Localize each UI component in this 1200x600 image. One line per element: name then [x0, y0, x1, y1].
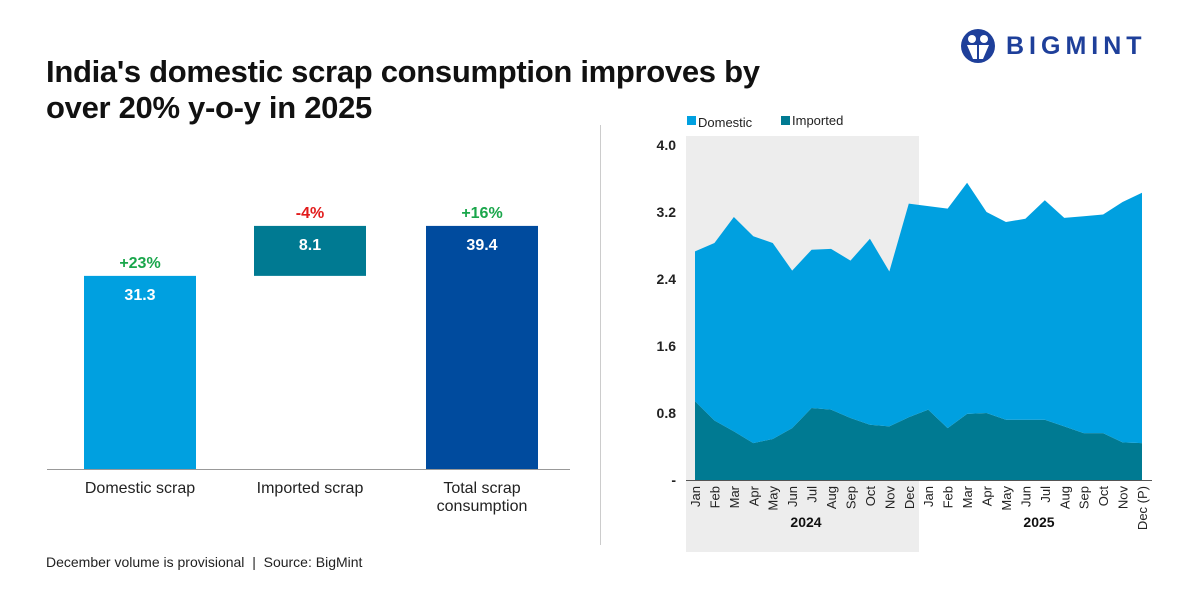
- category-label: Domestic scrap: [85, 480, 195, 497]
- category-label: Imported scrap: [257, 480, 364, 497]
- x-tick-label: Aug: [824, 486, 839, 509]
- x-tick-label: Jan: [921, 486, 936, 507]
- y-tick-label: 0.8: [657, 405, 677, 421]
- x-tick-label: Sep: [1077, 486, 1092, 509]
- x-tick-label: May: [766, 486, 781, 511]
- area-imported: [695, 401, 1142, 480]
- y-tick-label: 2.4: [657, 271, 677, 287]
- x-tick-label: Feb: [941, 486, 956, 508]
- change-label: +23%: [119, 255, 160, 272]
- x-tick-label: Feb: [707, 486, 722, 508]
- value-label: 31.3: [124, 287, 155, 304]
- x-tick-label: Jan: [688, 486, 703, 507]
- change-label: +16%: [461, 205, 502, 222]
- x-tick-label: Apr: [980, 485, 995, 506]
- waterfall-chart: 31.3 +23% Domestic scrap 8.1 -4% Imported scr…: [47, 205, 570, 515]
- legend-swatch-imported: [781, 116, 790, 125]
- footer-source: December volume is provisional | Source:…: [46, 554, 363, 570]
- bar-2: [426, 225, 538, 469]
- value-label: 8.1: [299, 237, 321, 254]
- area-domestic: [695, 182, 1142, 444]
- x-tick-label: May: [999, 486, 1014, 511]
- logo-text: BIGMINT: [1006, 31, 1147, 60]
- group-label-2025: 2025: [1023, 514, 1054, 530]
- x-tick-label: Jun: [785, 486, 800, 507]
- value-label: 39.4: [466, 237, 497, 254]
- group-label-2024: 2024: [790, 514, 821, 530]
- x-tick-label: Oct: [1096, 486, 1111, 507]
- x-tick-label: Sep: [843, 486, 858, 509]
- y-tick-label: 3.2: [657, 204, 677, 220]
- y-tick-label: 1.6: [657, 338, 677, 354]
- bigmint-logo: BIGMINT: [960, 28, 1147, 64]
- legend-swatch-domestic: [687, 116, 696, 125]
- logo-people-icon: [961, 29, 995, 63]
- x-tick-label: Aug: [1057, 486, 1072, 509]
- x-tick-label: Dec (P): [1135, 486, 1150, 530]
- y-tick-label: 4.0: [657, 137, 677, 153]
- bar-1: [254, 225, 366, 276]
- change-label: -4%: [296, 205, 324, 222]
- x-tick-label: Jul: [805, 486, 820, 503]
- x-tick-label: Jul: [1038, 486, 1053, 503]
- category-label: Total scrap: [443, 480, 520, 497]
- category-label: consumption: [437, 498, 528, 515]
- x-tick-label: Dec: [902, 486, 917, 510]
- x-tick-label: Nov: [1116, 486, 1131, 510]
- x-tick-label: Nov: [882, 486, 897, 510]
- x-tick-label: Mar: [960, 485, 975, 508]
- chart-title: India's domestic scrap consumption impro…: [46, 54, 760, 125]
- y-tick-label: -: [671, 472, 676, 488]
- x-tick-label: Mar: [727, 485, 742, 508]
- x-tick-label: Apr: [746, 485, 761, 506]
- x-tick-label: Jun: [1018, 486, 1033, 507]
- divider: [600, 125, 601, 545]
- legend-label-imported: Imported: [792, 113, 843, 128]
- x-tick-label: Oct: [863, 486, 878, 507]
- bar-0: [84, 275, 196, 469]
- legend-label-domestic: Domestic: [698, 115, 753, 130]
